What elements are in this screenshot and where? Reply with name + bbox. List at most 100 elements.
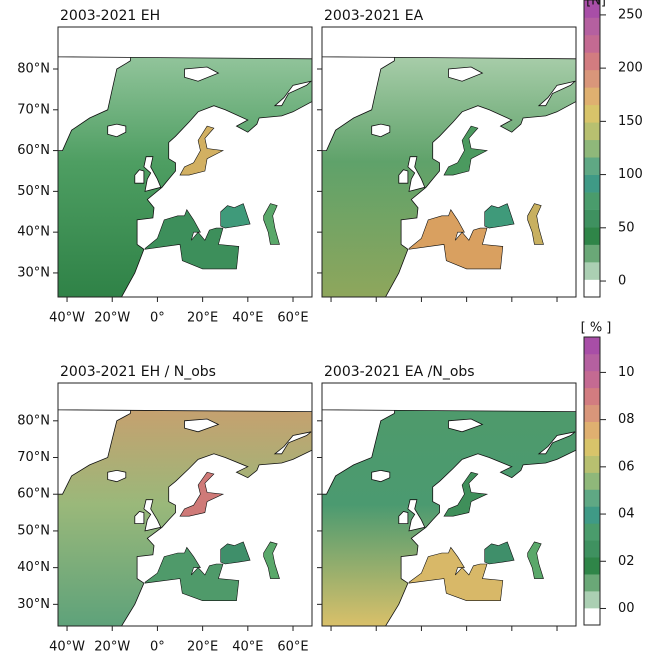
sea <box>263 541 280 579</box>
land <box>537 80 576 107</box>
map-panel <box>322 27 576 297</box>
lon-label: 0° <box>150 640 165 655</box>
color-swatch <box>584 209 600 228</box>
lat-label: 80°N <box>17 413 50 428</box>
sea <box>408 209 504 270</box>
sea <box>443 471 489 517</box>
map-panel <box>322 383 576 626</box>
lon-label: 40°W <box>49 640 85 655</box>
sea <box>263 203 280 245</box>
lat-label: 40°N <box>17 225 50 240</box>
land <box>371 123 391 138</box>
panel-frame <box>321 26 577 298</box>
color-swatch <box>584 262 600 280</box>
color-swatch <box>584 506 600 524</box>
colorbar-tick-label: 02 <box>618 554 635 569</box>
color-swatch <box>584 455 600 473</box>
lat-label: 30°N <box>17 597 50 612</box>
lon-label: 20°W <box>94 640 130 655</box>
color-swatch <box>584 122 600 141</box>
sea <box>527 203 544 245</box>
sea <box>179 125 224 176</box>
land <box>273 80 312 107</box>
colorbar-tick-label: 08 <box>618 412 635 427</box>
colorbar-tick-label: 50 <box>618 220 635 235</box>
color-swatch <box>584 192 600 210</box>
panel-title: 2003-2021 EH / N_obs <box>60 364 216 380</box>
color-swatch <box>584 174 600 193</box>
sea <box>484 541 515 565</box>
map-panel <box>58 27 312 297</box>
lon-label: 40°W <box>49 311 85 326</box>
color-swatch <box>584 87 600 106</box>
colorbar-unit: [N] <box>586 0 606 9</box>
sea <box>408 546 504 602</box>
colorbar-tick-label: 06 <box>618 459 635 474</box>
land <box>143 499 162 532</box>
color-swatch <box>584 523 600 541</box>
land <box>385 101 576 297</box>
land <box>371 469 391 483</box>
sea <box>220 203 251 229</box>
color-swatch <box>584 139 600 158</box>
colorbar-tick-label: 150 <box>618 114 643 129</box>
land <box>322 27 576 60</box>
panel-title: 2003-2021 EA /N_obs <box>324 364 475 380</box>
color-swatch <box>584 0 600 18</box>
lat-label: 30°N <box>17 265 50 280</box>
colorbar-unit: [ % ] <box>581 321 612 336</box>
color-swatch <box>584 557 600 575</box>
land <box>184 66 220 82</box>
colorbar-tick-label: 0 <box>618 274 626 289</box>
land <box>537 431 576 455</box>
color-swatch <box>584 244 600 263</box>
color-swatch <box>584 421 600 439</box>
lat-label: 60°N <box>17 487 50 502</box>
color-swatch <box>584 227 600 245</box>
color-swatch <box>584 157 600 176</box>
color-swatch <box>584 489 600 507</box>
land <box>322 383 576 413</box>
lat-label: 40°N <box>17 560 50 575</box>
panel-title: 2003-2021 EH <box>60 8 160 24</box>
color-swatch <box>584 404 600 423</box>
colorbar-tick-label: 200 <box>618 61 643 76</box>
land <box>273 431 312 455</box>
color-swatch <box>584 69 600 88</box>
sea <box>220 541 251 565</box>
land <box>448 418 484 433</box>
lat-label: 50°N <box>17 523 50 538</box>
colorbar-tick-label: 10 <box>618 365 635 380</box>
panel-frame <box>57 382 313 627</box>
land <box>58 27 312 60</box>
land <box>143 156 162 192</box>
color-swatch <box>584 337 600 355</box>
color-swatch <box>584 608 600 626</box>
sea <box>179 471 225 517</box>
lat-label: 70°N <box>17 102 50 117</box>
color-swatch <box>584 34 600 53</box>
color-swatch <box>584 540 600 558</box>
land <box>407 499 426 532</box>
color-swatch <box>584 52 600 71</box>
color-swatch <box>584 279 600 298</box>
lon-label: 20°E <box>187 640 218 655</box>
lon-label: 60°E <box>277 640 308 655</box>
lat-label: 80°N <box>17 62 50 77</box>
color-swatch <box>584 370 600 389</box>
sea <box>144 546 240 602</box>
land <box>107 123 127 138</box>
land <box>134 169 145 184</box>
lon-label: 40°E <box>232 311 263 326</box>
sea <box>144 209 240 270</box>
land <box>448 66 484 82</box>
land <box>107 469 127 483</box>
land <box>398 169 409 184</box>
colorbar-frame <box>583 336 601 626</box>
color-swatch <box>584 104 600 123</box>
color-swatch <box>584 387 600 406</box>
panel-frame <box>57 26 313 298</box>
land <box>134 511 145 524</box>
land <box>184 418 220 433</box>
